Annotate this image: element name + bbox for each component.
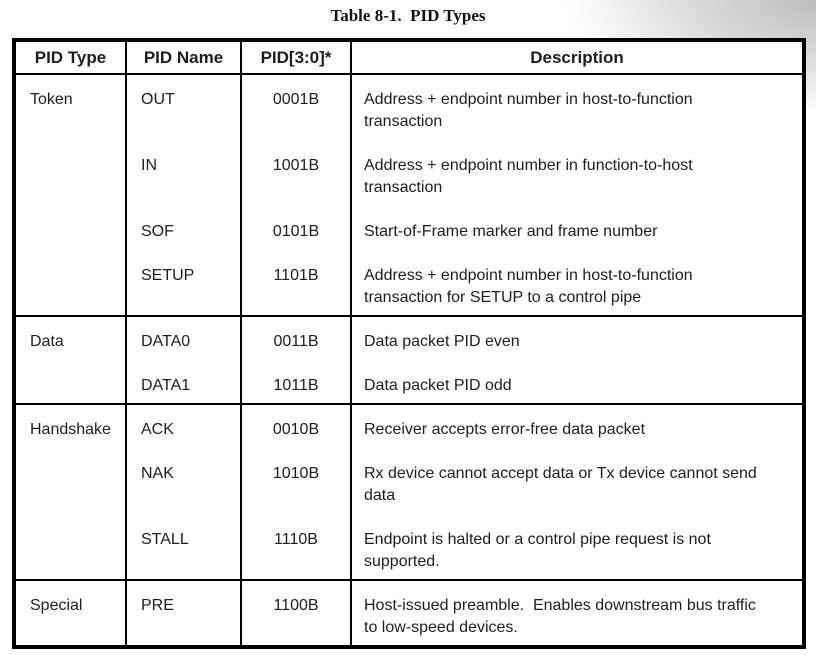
pid-code-cell: 1101B (242, 265, 352, 315)
pid-code-cell: 0001B (242, 75, 352, 155)
header-pid-bits: PID[3:0]* (242, 42, 352, 73)
pid-code-cell: 0101B (242, 221, 352, 265)
pid-name-cell: PRE (127, 581, 242, 645)
pid-code-cell: 1100B (242, 581, 352, 645)
table-group-handshake: Handshake ACK 0010B Receiver accepts err… (16, 403, 802, 579)
pid-code-cell: 1001B (242, 155, 352, 221)
pid-code-cell: 1110B (242, 529, 352, 579)
pid-name-cell: OUT (127, 75, 242, 155)
table-group-token: Token OUT 0001B Address + endpoint numbe… (16, 73, 802, 315)
pid-name-cell: DATA0 (127, 317, 242, 375)
pid-code-cell: 1011B (242, 375, 352, 403)
pid-type-cell: Data (16, 317, 127, 403)
pid-description-cell: Host-issued preamble. Enables downstream… (364, 597, 756, 636)
pid-name-cell: DATA1 (127, 375, 242, 403)
header-description: Description (530, 48, 624, 67)
pid-name-cell: NAK (127, 463, 242, 529)
table-header-row: PID Type PID Name PID[3:0]* Description (16, 42, 802, 73)
header-pid-type: PID Type (16, 42, 127, 73)
pid-types-table: PID Type PID Name PID[3:0]* Description … (12, 38, 806, 649)
header-pid-name: PID Name (127, 42, 242, 73)
pid-type-cell: Handshake (16, 405, 127, 579)
pid-description-cell: Receiver accepts error-free data packet (364, 421, 646, 438)
pid-description-cell: Rx device cannot accept data or Tx devic… (364, 465, 757, 504)
pid-code-cell: 0010B (242, 405, 352, 463)
table-group-special: Special PRE 1100B Host-issued preamble. … (16, 579, 802, 645)
pid-description-cell: Data packet PID even (364, 333, 520, 350)
pid-name-cell: SETUP (127, 265, 242, 315)
pid-type-cell: Token (16, 75, 127, 315)
pid-description-cell: Data packet PID odd (364, 377, 512, 394)
pid-name-cell: SOF (127, 221, 242, 265)
pid-code-cell: 1010B (242, 463, 352, 529)
pid-description-cell: Address + endpoint number in host-to-fun… (364, 91, 693, 130)
pid-name-cell: STALL (127, 529, 242, 579)
pid-name-cell: IN (127, 155, 242, 221)
table-group-data: Data DATA0 0011B Data packet PID even DA… (16, 315, 802, 403)
pid-code-cell: 0011B (242, 317, 352, 375)
pid-description-cell: Endpoint is halted or a control pipe req… (364, 531, 711, 570)
pid-description-cell: Start-of-Frame marker and frame number (364, 223, 658, 240)
pid-type-cell: Special (16, 581, 127, 645)
pid-description-cell: Address + endpoint number in function-to… (364, 157, 693, 196)
pid-description-cell: Address + endpoint number in host-to-fun… (364, 267, 693, 306)
pid-name-cell: ACK (127, 405, 242, 463)
table-title: Table 8-1. PID Types (330, 6, 486, 25)
